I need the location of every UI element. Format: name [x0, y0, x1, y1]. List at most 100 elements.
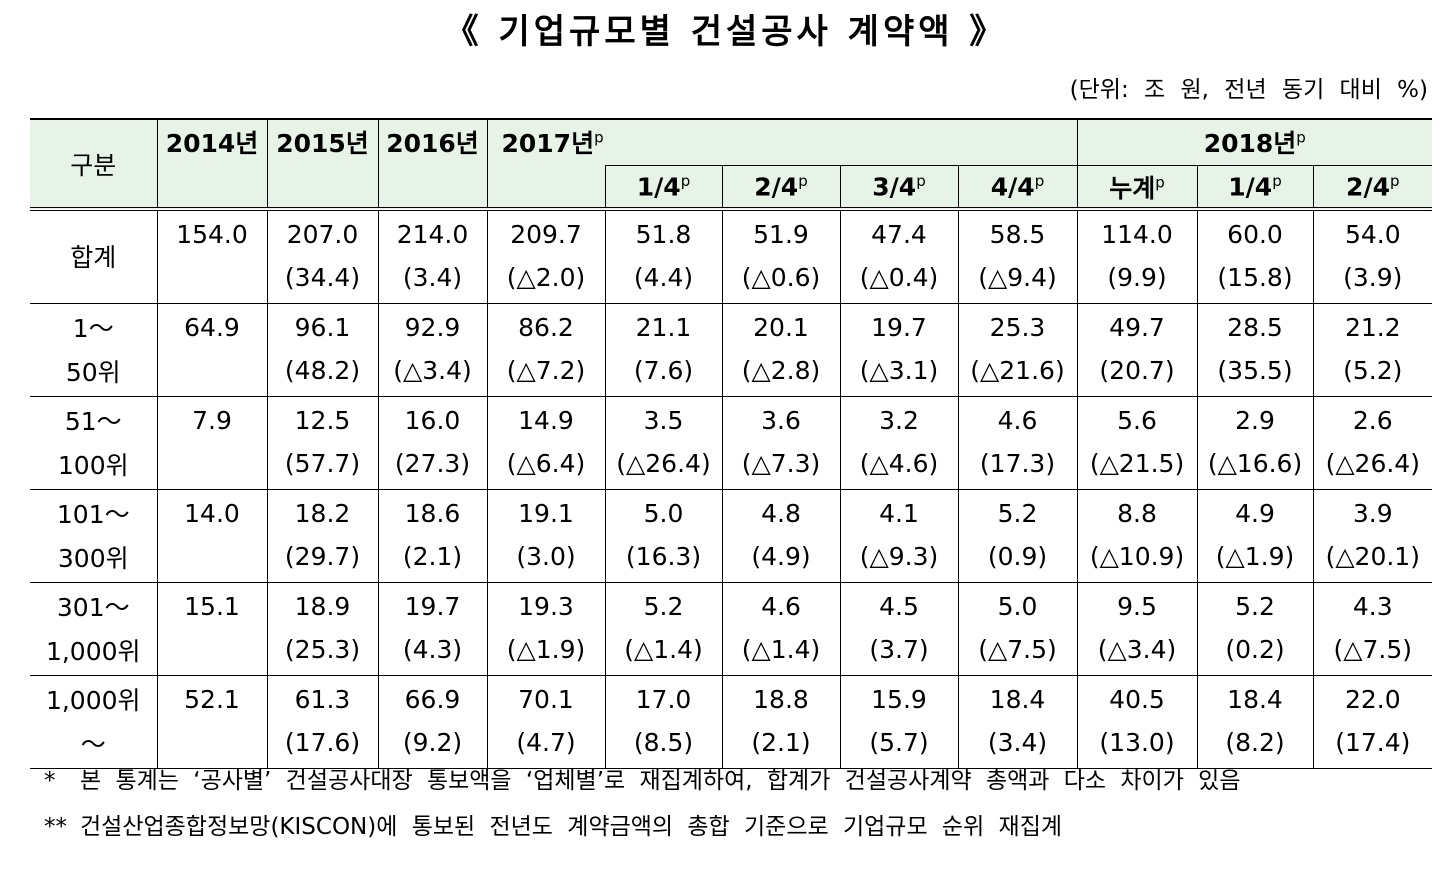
amount: 70.1: [518, 685, 574, 714]
cell: 21.2 (5.2): [1312, 303, 1433, 397]
cell: 19.3 (△1.9): [486, 582, 606, 676]
cell: 47.4 (△0.4): [839, 208, 959, 304]
amount: 18.6: [404, 499, 461, 528]
amount: 21.2: [1344, 313, 1401, 342]
row-label: 51～ 100위: [30, 396, 158, 490]
header-text: 2015년: [276, 129, 369, 158]
change-rate: (17.4): [1335, 728, 1411, 757]
amount: 3.6: [761, 406, 801, 435]
amount: 7.9: [192, 406, 232, 435]
change-rate: (3.4): [402, 263, 463, 292]
change-rate: (△3.1): [859, 356, 939, 385]
sub-header: 1/4p: [604, 165, 723, 211]
amount: 25.3: [989, 313, 1046, 342]
amount: 15.9: [871, 685, 927, 714]
label-line: 1～: [72, 314, 114, 343]
amount: 15.1: [184, 592, 240, 621]
note-marker: *: [44, 768, 56, 794]
cell: 114.0 (9.9): [1076, 208, 1198, 304]
superscript: p: [798, 171, 808, 190]
cell: 4.6 (△1.4): [721, 582, 841, 676]
superscript: p: [1296, 128, 1306, 147]
sub-header: 누계p: [1076, 165, 1198, 211]
cell: 19.7 (4.3): [377, 582, 488, 676]
change-rate: (20.7): [1099, 356, 1175, 385]
amount: 60.0: [1227, 220, 1283, 249]
title: 《 기업규모별 건설공사 계약액 》: [444, 12, 1008, 52]
superscript: p: [1389, 171, 1400, 190]
change-rate: (△26.4): [616, 449, 711, 478]
cell: 12.5 (57.7): [266, 396, 379, 490]
change-rate: (△0.4): [859, 263, 939, 292]
amount: 5.2: [643, 592, 684, 621]
cell: 4.1 (△9.3): [839, 489, 959, 583]
change-rate: (8.2): [1225, 728, 1285, 757]
cell: 18.6 (2.1): [377, 489, 488, 583]
label-line: 51～: [64, 407, 122, 436]
cell: 52.1: [156, 675, 268, 769]
sub-header: 2/4p: [1312, 165, 1433, 211]
label-line: 1,000위: [45, 637, 141, 666]
cell: 96.1 (48.2): [266, 303, 379, 397]
amount: 86.2: [518, 313, 574, 342]
change-rate: (△7.5): [1333, 635, 1413, 664]
amount: 5.0: [643, 499, 684, 528]
amount: 12.5: [294, 406, 351, 435]
header-text: 구분: [70, 150, 117, 180]
amount: 16.0: [404, 406, 461, 435]
cell: 5.2 (△1.4): [604, 582, 723, 676]
change-rate: (△3.4): [1097, 635, 1177, 664]
change-rate: (27.3): [394, 449, 471, 478]
header-text: 1/4: [636, 172, 681, 202]
table-header: 구분 2014년 2015년 2016년 2017년p 2018년p 1/4p 2/4p 3/4…: [30, 118, 1433, 211]
amount: 22.0: [1344, 685, 1401, 714]
amount: 52.1: [184, 685, 240, 714]
change-rate: (7.6): [633, 356, 694, 385]
change-rate: (△6.4): [506, 449, 586, 478]
amount: 4.9: [1235, 499, 1275, 528]
amount: 18.4: [989, 685, 1046, 714]
change-rate: (△1.9): [1215, 542, 1295, 571]
change-rate: (△1.9): [506, 635, 586, 664]
change-rate: (17.3): [979, 449, 1056, 478]
amount: 4.1: [879, 499, 919, 528]
cell: 3.2 (△4.6): [839, 396, 959, 490]
cell: 18.4 (8.2): [1196, 675, 1314, 769]
amount: 3.5: [643, 406, 684, 435]
change-rate: (9.2): [402, 728, 463, 757]
data-row: 1,000위 ～ 52.1 61.3 (17.6) 66.9 (9.2) 70.1 (4.7)…: [30, 675, 1433, 769]
change-rate: (△7.2): [506, 356, 586, 385]
change-rate: (48.2): [284, 356, 361, 385]
change-rate: (13.0): [1099, 728, 1175, 757]
note-marker: **: [44, 814, 67, 840]
amount: 2.6: [1352, 406, 1393, 435]
superscript: p: [916, 171, 926, 190]
label-line: 300위: [57, 544, 129, 573]
change-rate: (0.9): [987, 542, 1048, 571]
amount: 4.5: [879, 592, 919, 621]
change-rate: (57.7): [284, 449, 361, 478]
change-rate: (9.9): [1107, 263, 1167, 292]
column-header: 2015년: [266, 118, 379, 211]
amount: 28.5: [1227, 313, 1283, 342]
amount: 64.9: [184, 313, 240, 342]
change-rate: (△9.4): [978, 263, 1057, 292]
header-text: 4/4: [990, 172, 1035, 202]
row-label: 101～ 300위: [30, 489, 158, 583]
cell: 154.0: [156, 208, 268, 304]
label-line: 합계: [70, 243, 117, 272]
note-text: 건설산업종합정보망(KISCON)에 통보된 전년도 계약금액의 총합 기준으로…: [80, 814, 1063, 840]
cell: 66.9 (9.2): [377, 675, 488, 769]
cell: 20.1 (△2.8): [721, 303, 841, 397]
cell: 8.8 (△10.9): [1076, 489, 1198, 583]
amount: 51.8: [635, 220, 692, 249]
change-rate: (29.7): [284, 542, 361, 571]
change-rate: (3.7): [869, 635, 929, 664]
change-rate: (3.9): [1343, 263, 1403, 292]
table-body: 합계 154.0 207.0 (34.4) 214.0 (3.4) 209.7 (△2.0) 5…: [30, 208, 1433, 769]
cell: 214.0 (3.4): [377, 208, 488, 304]
note-text: 본 통계는 ‘공사별’ 건설공사대장 통보액을 ‘업체별’로 재집계하여, 합계…: [80, 768, 1241, 794]
superscript: p: [1272, 171, 1282, 190]
amount: 20.1: [753, 313, 809, 342]
data-row: 합계 154.0 207.0 (34.4) 214.0 (3.4) 209.7 (△2.0) 5…: [30, 208, 1433, 304]
